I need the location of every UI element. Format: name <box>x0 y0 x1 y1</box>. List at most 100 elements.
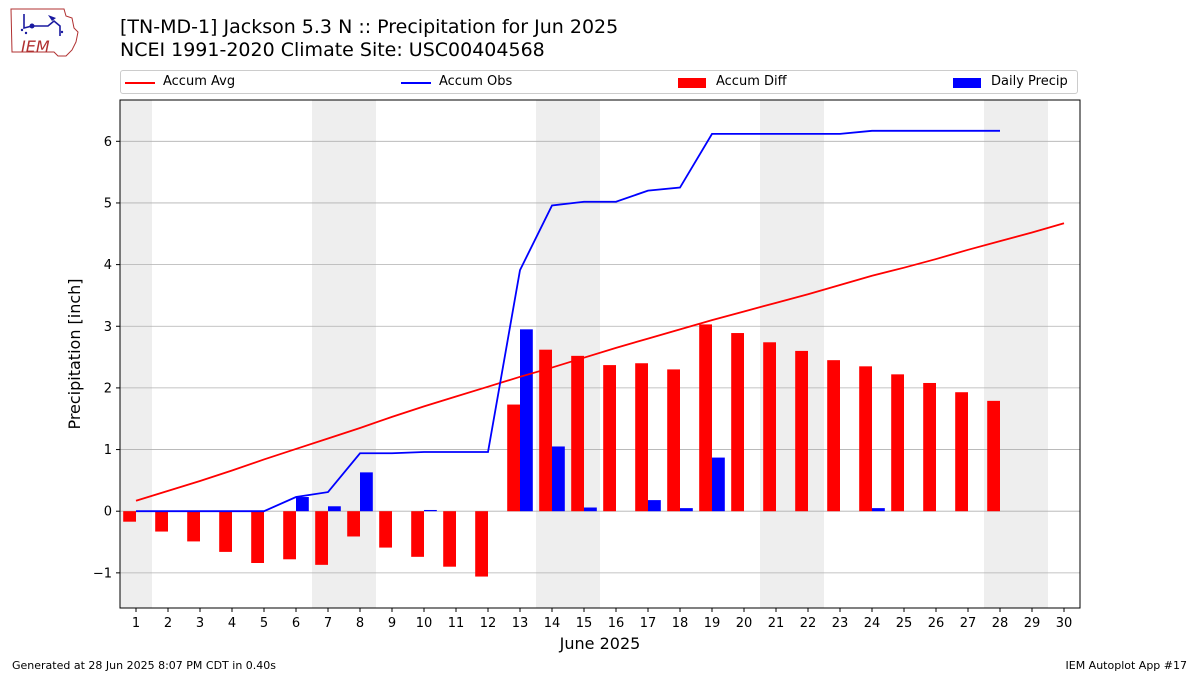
y-tick-label-2: 2 <box>104 381 112 396</box>
daily-precip-bar-day-24 <box>872 508 885 512</box>
x-tick-label-6: 6 <box>292 616 300 631</box>
x-tick-label-1: 1 <box>132 616 140 631</box>
legend-label-accum-obs: Accum Obs <box>439 74 513 89</box>
legend-label-daily-precip: Daily Precip <box>991 74 1068 89</box>
x-tick-label-28: 28 <box>992 616 1009 631</box>
x-tick-label-22: 22 <box>800 616 817 631</box>
accum-diff-bar-day-3 <box>187 511 200 542</box>
accum-diff-bar-day-21 <box>763 342 776 512</box>
daily-precip-bar-day-7 <box>328 506 341 512</box>
x-tick-label-17: 17 <box>640 616 657 631</box>
x-tick-label-5: 5 <box>260 616 268 631</box>
generated-timestamp: Generated at 28 Jun 2025 8:07 PM CDT in … <box>12 659 277 672</box>
x-axis-label: June 2025 <box>559 634 641 653</box>
x-tick-label-23: 23 <box>832 616 849 631</box>
daily-precip-bar-day-10 <box>424 509 437 512</box>
legend-label-accum-avg: Accum Avg <box>163 74 236 89</box>
daily-precip-bar-day-13 <box>520 329 533 512</box>
x-tick-label-25: 25 <box>896 616 913 631</box>
x-tick-label-8: 8 <box>356 616 364 631</box>
x-tick-label-26: 26 <box>928 616 945 631</box>
accum-diff-bar-day-17 <box>635 363 648 512</box>
accum-diff-bar-day-9 <box>379 511 392 548</box>
accum-obs-line <box>136 129 1000 513</box>
x-tick-label-24: 24 <box>864 616 881 631</box>
accum-diff-bar-day-2 <box>155 511 168 532</box>
x-tick-label-18: 18 <box>672 616 689 631</box>
daily-precip-bar-day-15 <box>584 507 597 512</box>
x-tick-label-30: 30 <box>1056 616 1073 631</box>
accum-diff-bar-day-4 <box>219 511 232 552</box>
x-tick-label-9: 9 <box>388 616 396 631</box>
accum-diff-bar-day-26 <box>923 382 936 512</box>
iem-logo: IEM <box>10 8 79 57</box>
accum-diff-bar-day-28 <box>987 400 1000 512</box>
legend: Accum Avg Accum Obs Accum Diff Daily Pre… <box>120 70 1078 94</box>
weekend-shade-1 <box>120 100 152 608</box>
accum-diff-bar-day-13 <box>507 404 520 512</box>
y-axis-label: Precipitation [inch] <box>65 278 84 429</box>
legend-swatch-accum-obs <box>401 82 431 84</box>
accum-diff-bar-day-16 <box>603 365 616 512</box>
legend-swatch-accum-avg <box>125 82 155 84</box>
accum-diff-bar-day-27 <box>955 392 968 512</box>
accum-diff-bar-day-22 <box>795 350 808 512</box>
daily-precip-bar-day-6 <box>296 497 309 512</box>
x-tick-label-29: 29 <box>1024 616 1041 631</box>
accum-diff-bar-day-8 <box>347 511 360 537</box>
daily-precip-bar-day-14 <box>552 446 565 512</box>
x-tick-label-20: 20 <box>736 616 753 631</box>
legend-label-accum-diff: Accum Diff <box>716 74 787 89</box>
x-tick-label-11: 11 <box>448 616 465 631</box>
x-tick-label-10: 10 <box>416 616 433 631</box>
accum-diff-bar-day-6 <box>283 511 296 560</box>
accum-diff-bar-day-20 <box>731 333 744 512</box>
x-tick-label-12: 12 <box>480 616 497 631</box>
accum-diff-bar-day-10 <box>411 511 424 557</box>
y-tick-label--1: −1 <box>93 566 112 581</box>
logo-text: IEM <box>21 37 50 56</box>
daily-precip-bar-day-19 <box>712 457 725 512</box>
x-tick-label-16: 16 <box>608 616 625 631</box>
x-tick-label-19: 19 <box>704 616 721 631</box>
y-tick-label-6: 6 <box>104 135 112 150</box>
accum-diff-bar-day-11 <box>443 511 456 567</box>
accum-diff-bar-day-14 <box>539 349 552 512</box>
legend-swatch-accum-diff <box>678 78 706 88</box>
accum-diff-bar-day-23 <box>827 360 840 512</box>
x-tick-label-7: 7 <box>324 616 332 631</box>
x-tick-label-4: 4 <box>228 616 236 631</box>
y-tick-label-4: 4 <box>104 258 112 273</box>
x-tick-label-27: 27 <box>960 616 977 631</box>
accum-diff-bar-day-15 <box>571 355 584 512</box>
accum-diff-bar-day-18 <box>667 369 680 512</box>
chart-subtitle: NCEI 1991-2020 Climate Site: USC00404568 <box>120 39 545 61</box>
accum-diff-bar-day-7 <box>315 511 328 565</box>
x-tick-label-21: 21 <box>768 616 785 631</box>
y-tick-label-5: 5 <box>104 196 112 211</box>
x-tick-label-2: 2 <box>164 616 172 631</box>
plot-frame <box>119 99 1081 609</box>
accum-diff-bar-day-19 <box>699 324 712 512</box>
accum-diff-bar-day-25 <box>891 374 904 512</box>
y-tick-label-1: 1 <box>104 443 112 458</box>
app-label: IEM Autoplot App #17 <box>1065 659 1188 672</box>
y-tick-label-0: 0 <box>104 505 112 520</box>
weekend-shade-5 <box>984 100 1048 608</box>
y-tick-label-3: 3 <box>104 320 112 335</box>
legend-swatch-daily-precip <box>953 78 981 88</box>
accum-diff-bar-day-12 <box>475 511 488 577</box>
accum-avg-line <box>135 222 1065 502</box>
daily-precip-bar-day-18 <box>680 508 693 512</box>
x-tick-label-15: 15 <box>576 616 593 631</box>
x-tick-label-3: 3 <box>196 616 204 631</box>
accum-diff-bar-day-24 <box>859 366 872 512</box>
x-tick-label-14: 14 <box>544 616 561 631</box>
daily-precip-bar-day-17 <box>648 500 661 512</box>
x-tick-label-13: 13 <box>512 616 529 631</box>
chart-title: [TN-MD-1] Jackson 5.3 N :: Precipitation… <box>120 16 619 38</box>
accum-diff-bar-day-1 <box>123 511 136 522</box>
daily-precip-bar-day-8 <box>360 472 373 512</box>
accum-diff-bar-day-5 <box>251 511 264 563</box>
